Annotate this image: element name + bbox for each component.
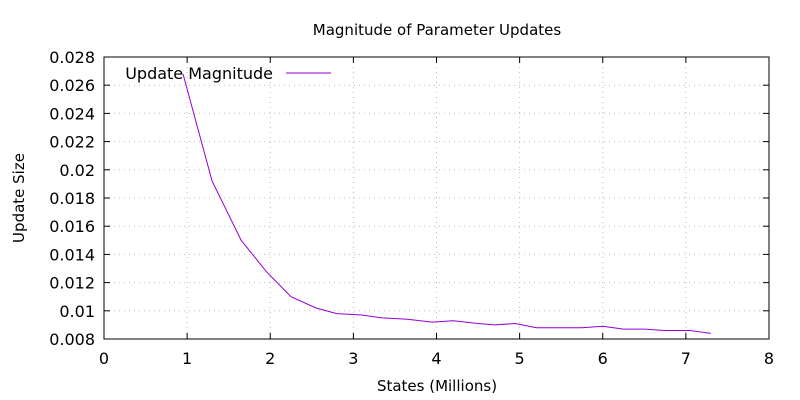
x-tick-label: 2 — [265, 349, 275, 368]
chart-title: Magnitude of Parameter Updates — [313, 21, 562, 39]
x-tick-label: 6 — [598, 349, 608, 368]
legend: Update Magnitude — [125, 64, 331, 83]
x-tick-label: 4 — [431, 349, 441, 368]
y-tick-label: 0.016 — [49, 217, 95, 236]
series-layer — [182, 73, 711, 334]
series-line-update-magnitude — [182, 73, 711, 334]
axis-ticks: 0 1 2 3 4 5 6 7 8 0.008 0.01 0.012 0.014 0.016 0.018 0.… — [49, 48, 774, 368]
y-tick-label: 0.022 — [49, 133, 95, 152]
x-tick-label: 8 — [764, 349, 774, 368]
y-tick-label: 0.01 — [59, 302, 95, 321]
y-tick-label: 0.014 — [49, 245, 95, 264]
y-axis-title: Update Size — [10, 153, 28, 243]
y-tick-label: 0.02 — [59, 161, 95, 180]
y-tick-label: 0.028 — [49, 48, 95, 67]
x-tick-label: 5 — [515, 349, 525, 368]
x-tick-label: 3 — [348, 349, 358, 368]
grid-lines — [104, 57, 769, 339]
y-tick-label: 0.008 — [49, 330, 95, 349]
y-tick-label: 0.026 — [49, 76, 95, 95]
x-tick-label: 1 — [182, 349, 192, 368]
y-tick-label: 0.024 — [49, 104, 95, 123]
x-tick-label: 7 — [681, 349, 691, 368]
y-tick-label: 0.018 — [49, 189, 95, 208]
x-tick-label: 0 — [99, 349, 109, 368]
legend-label: Update Magnitude — [125, 64, 273, 83]
x-axis-title: States (Millions) — [377, 377, 497, 395]
y-tick-label: 0.012 — [49, 274, 95, 293]
